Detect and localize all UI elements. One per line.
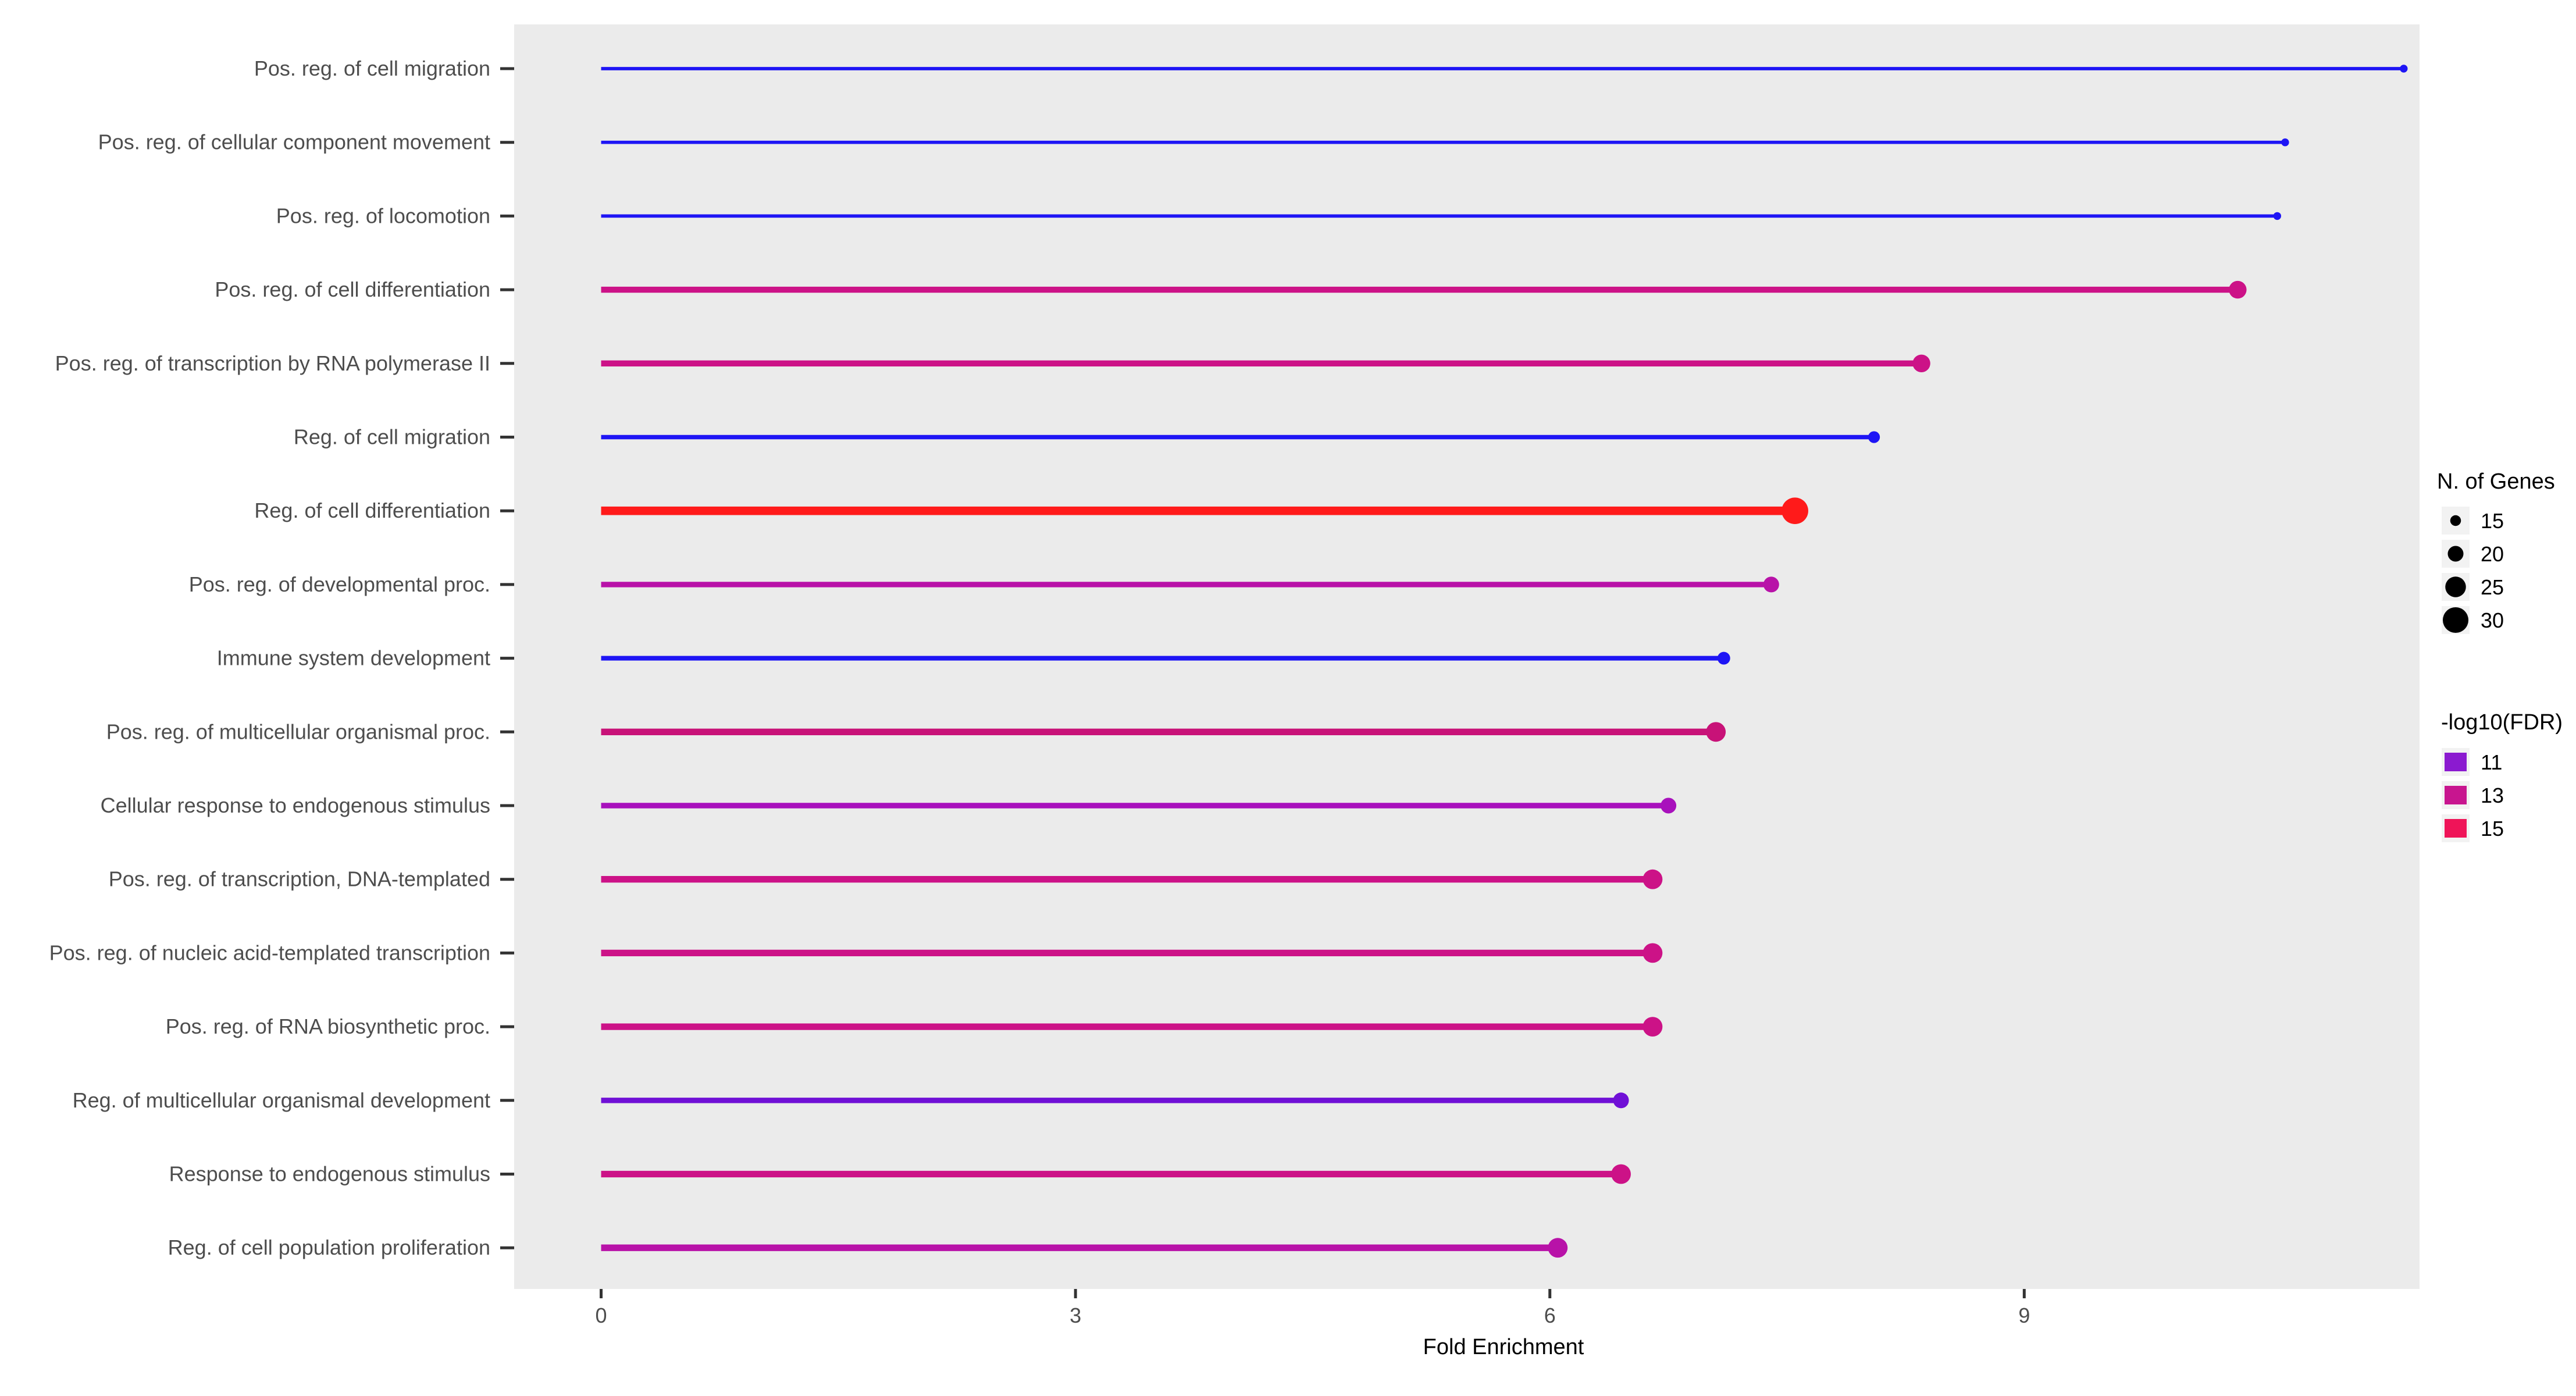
- category-label: Pos. reg. of multicellular organismal pr…: [106, 720, 490, 743]
- lollipop-dot: [1868, 431, 1880, 443]
- legend-color-label: 13: [2481, 784, 2504, 807]
- legend-size-dot: [2445, 576, 2466, 597]
- legend-size-label: 20: [2481, 542, 2504, 566]
- category-labels: Pos. reg. of cell migration Pos. reg. of …: [49, 56, 514, 1259]
- category-label: Pos. reg. of RNA biosynthetic proc.: [166, 1014, 490, 1038]
- lollipop-dot: [1548, 1238, 1568, 1258]
- legend-color-swatch: [2445, 819, 2467, 838]
- lollipop-dot: [1642, 869, 1663, 889]
- lollipop-dot: [1642, 1017, 1663, 1037]
- lollipop-dot: [1763, 576, 1779, 593]
- category-label: Reg. of cell differentiation: [254, 498, 490, 522]
- lollipop-dot: [1611, 1164, 1631, 1184]
- category-label: Immune system development: [217, 646, 490, 670]
- legend-color-label: 15: [2481, 817, 2504, 841]
- legend-size-dot: [2447, 546, 2464, 562]
- category-label: Cellular response to endogenous stimulus: [101, 793, 490, 817]
- lollipop-dot: [1642, 943, 1663, 963]
- category-label: Pos. reg. of developmental proc.: [189, 572, 490, 596]
- lollipop-stems: [601, 67, 2404, 1251]
- legend-size-label: 25: [2481, 575, 2504, 599]
- legend-size-dot: [2450, 515, 2461, 526]
- category-label: Reg. of multicellular organismal develop…: [73, 1088, 490, 1112]
- category-label: Response to endogenous stimulus: [169, 1162, 490, 1186]
- legend-size-dot: [2443, 607, 2468, 633]
- category-label: Pos. reg. of cell migration: [254, 56, 490, 80]
- lollipop-dot: [2281, 138, 2289, 147]
- lollipop-dot: [2400, 65, 2408, 73]
- x-axis: 0 3 6 9: [596, 1289, 2030, 1327]
- category-label: Pos. reg. of cell differentiation: [215, 277, 490, 301]
- category-label: Pos. reg. of transcription by RNA polyme…: [55, 351, 490, 375]
- category-label: Pos. reg. of cellular component movement: [98, 130, 490, 154]
- legend-color-swatch: [2445, 786, 2467, 804]
- legend-size-label: 30: [2481, 608, 2504, 632]
- x-tick-label: 0: [596, 1304, 607, 1327]
- legend-color-swatch: [2445, 753, 2467, 771]
- category-label: Pos. reg. of transcription, DNA-template…: [109, 867, 490, 891]
- legend-n-genes-title: N. of Genes: [2437, 469, 2555, 494]
- lollipop-dots: [1548, 65, 2408, 1258]
- category-label: Reg. of cell migration: [294, 425, 490, 449]
- lollipop-dot: [1912, 354, 1930, 372]
- category-label: Pos. reg. of nucleic acid-templated tran…: [49, 941, 490, 964]
- lollipop-dot: [1717, 651, 1730, 665]
- lollipop-dot: [1613, 1092, 1629, 1109]
- x-axis-title: Fold Enrichment: [1423, 1335, 1584, 1359]
- category-label: Pos. reg. of locomotion: [276, 204, 490, 227]
- legend-fdr-title: -log10(FDR): [2441, 710, 2563, 735]
- legend-color-label: 11: [2481, 750, 2502, 774]
- x-tick-label: 6: [1544, 1304, 1556, 1327]
- legend-n-genes: N. of Genes 15 20 25 30: [2437, 469, 2555, 634]
- legend-fdr: -log10(FDR) 11 13 15: [2441, 710, 2563, 842]
- x-tick-label: 3: [1070, 1304, 1081, 1327]
- lollipop-dot: [1782, 497, 1808, 525]
- lollipop-dot: [1706, 722, 1726, 742]
- category-label: Reg. of cell population proliferation: [168, 1235, 490, 1259]
- x-tick-label: 9: [2018, 1304, 2030, 1327]
- legend-size-label: 15: [2481, 509, 2504, 533]
- lollipop-dot: [1661, 797, 1677, 814]
- lollipop-dot: [2229, 280, 2247, 299]
- lollipop-dot: [2273, 212, 2282, 220]
